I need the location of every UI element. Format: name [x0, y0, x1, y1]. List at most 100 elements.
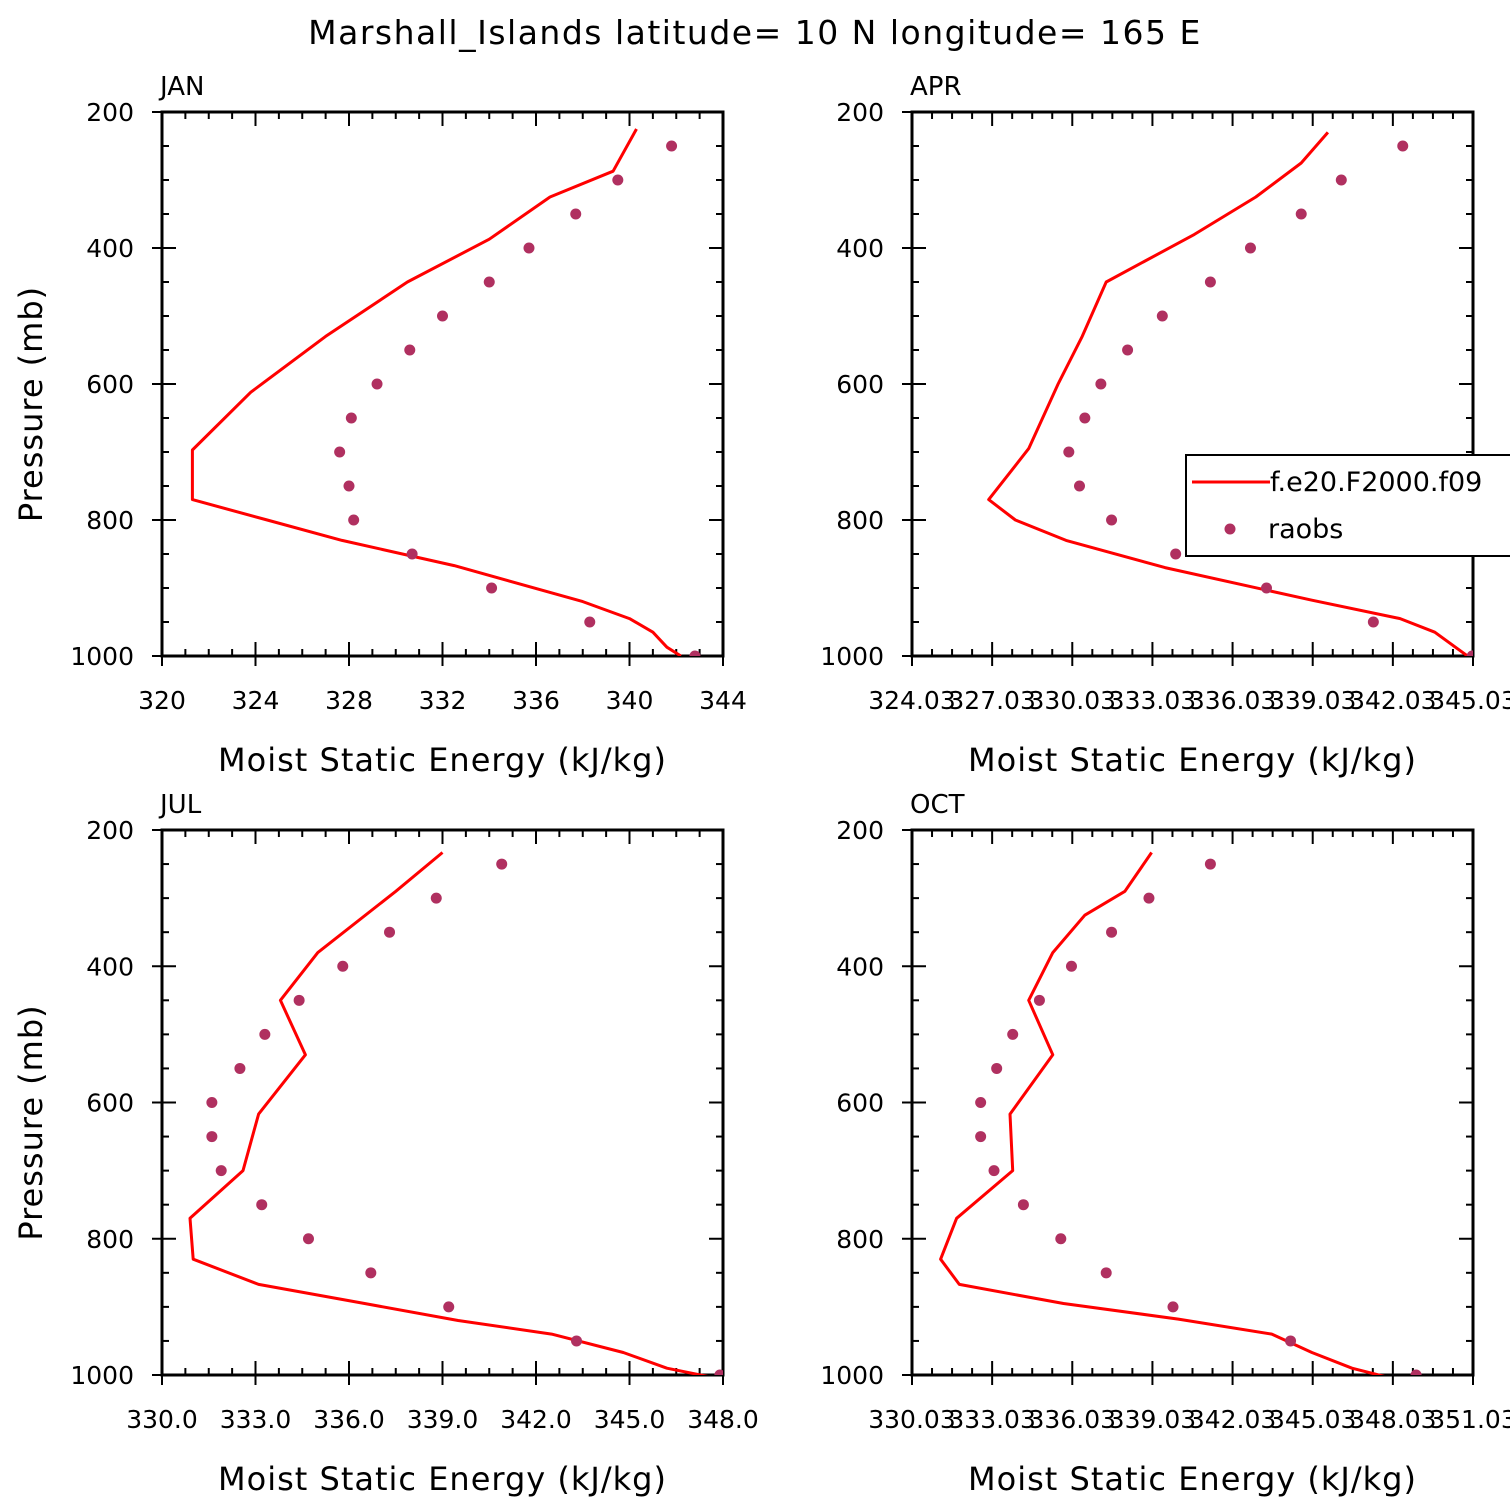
legend-box	[1185, 454, 1510, 557]
raobs-point	[1065, 960, 1077, 972]
raobs-point	[1073, 480, 1085, 492]
raobs-point	[1410, 1369, 1422, 1375]
raobs-point	[259, 1028, 271, 1040]
raobs-point	[1335, 174, 1347, 186]
legend-model-label: f.e20.F2000.f09	[1270, 467, 1482, 498]
raobs-point	[1079, 412, 1091, 424]
raobs-point	[1095, 378, 1107, 390]
raobs-point	[1285, 1335, 1297, 1347]
x-tick-label: 340	[606, 686, 654, 715]
raobs-point	[1167, 1301, 1179, 1313]
raobs-point	[430, 892, 442, 904]
x-tick-label: 324.03	[868, 686, 955, 715]
raobs-point	[523, 242, 535, 254]
raobs-point	[1017, 1199, 1029, 1211]
y-tick-label: 600	[86, 370, 134, 399]
raobs-point	[404, 344, 416, 356]
x-axis-label: Moist Static Energy (kJ/kg)	[218, 741, 667, 779]
y-tick-label: 200	[836, 98, 884, 127]
raobs-point	[584, 616, 596, 628]
x-axis-label: Moist Static Energy (kJ/kg)	[968, 1460, 1417, 1498]
y-tick-label: 1000	[820, 642, 884, 671]
raobs-point	[486, 582, 498, 594]
figure-title: Marshall_Islands latitude= 10 N longitud…	[308, 13, 1202, 52]
y-axis-label: Pressure (mb)	[12, 1004, 50, 1240]
raobs-point	[365, 1267, 377, 1279]
raobs-point	[991, 1062, 1003, 1074]
x-tick-label: 328	[325, 686, 373, 715]
raobs-point	[215, 1165, 227, 1177]
legend: f.e20.F2000.f09 raobs	[1185, 454, 1510, 557]
raobs-point	[1260, 582, 1272, 594]
y-tick-label: 400	[836, 952, 884, 981]
raobs-point	[1106, 926, 1118, 938]
x-tick-label: 332	[419, 686, 467, 715]
raobs-point	[345, 412, 357, 424]
raobs-point	[1100, 1267, 1112, 1279]
raobs-point	[343, 480, 355, 492]
raobs-point	[1367, 616, 1379, 628]
raobs-point	[334, 446, 346, 458]
raobs-point	[1033, 994, 1045, 1006]
raobs-point	[1106, 514, 1118, 526]
x-tick-label: 348.03	[1349, 1405, 1436, 1434]
raobs-point	[612, 174, 624, 186]
y-tick-label: 400	[836, 234, 884, 263]
y-tick-label: 800	[86, 506, 134, 535]
x-tick-label: 342.0	[500, 1405, 572, 1434]
raobs-point	[206, 1131, 218, 1143]
y-tick-label: 800	[86, 1225, 134, 1254]
raobs-point	[234, 1062, 246, 1074]
x-tick-label: 336.03	[1189, 686, 1276, 715]
raobs-point	[256, 1199, 268, 1211]
x-tick-label: 320	[138, 686, 186, 715]
raobs-point	[1170, 548, 1182, 560]
raobs-point	[1244, 242, 1256, 254]
model-line	[190, 128, 682, 656]
y-tick-label: 1000	[70, 1361, 134, 1390]
x-axis-label: Moist Static Energy (kJ/kg)	[218, 1460, 667, 1498]
y-tick-label: 800	[836, 1225, 884, 1254]
y-axis-label: Pressure (mb)	[12, 286, 50, 522]
y-tick-label: 600	[86, 1089, 134, 1118]
raobs-point	[1143, 892, 1155, 904]
y-tick-label: 400	[86, 234, 134, 263]
panel-apr: APR 200 400 600 800 1000 324.03327.03330.03333…	[820, 72, 1510, 779]
x-tick-label: 327.03	[948, 686, 1035, 715]
x-tick-label: 339.03	[1109, 1405, 1196, 1434]
x-tick-label: 345.03	[1269, 1405, 1356, 1434]
raobs-point	[443, 1301, 455, 1313]
x-tick-label: 333.03	[1109, 686, 1196, 715]
raobs-point	[1063, 446, 1075, 458]
y-tick-label: 400	[86, 952, 134, 981]
model-line	[987, 131, 1471, 656]
raobs-point	[1397, 140, 1409, 152]
panel-label: OCT	[910, 790, 965, 820]
y-tick-label: 200	[836, 816, 884, 845]
raobs-point	[406, 548, 418, 560]
raobs-point	[348, 514, 360, 526]
y-tick-label: 200	[86, 816, 134, 845]
x-tick-label: 344	[699, 686, 747, 715]
y-tick-label: 800	[836, 506, 884, 535]
raobs-point	[371, 378, 383, 390]
raobs-point	[1055, 1233, 1067, 1245]
x-tick-label: 336.03	[1029, 1405, 1116, 1434]
y-tick-label: 1000	[820, 1361, 884, 1390]
x-tick-label: 336.0	[313, 1405, 385, 1434]
raobs-point	[975, 1131, 987, 1143]
x-axis-label: Moist Static Energy (kJ/kg)	[968, 741, 1417, 779]
raobs-point	[975, 1097, 987, 1108]
x-tick-label: 333.0	[220, 1405, 292, 1434]
x-tick-label: 330.0	[126, 1405, 198, 1434]
raobs-point	[570, 208, 582, 220]
x-tick-label: 342.03	[1189, 1405, 1276, 1434]
x-tick-label: 336	[512, 686, 560, 715]
raobs-point	[1204, 276, 1216, 288]
panel-oct: OCT 200 400 600 800 1000 330.03333.03336.03339…	[820, 790, 1510, 1498]
panel-label: APR	[910, 72, 962, 102]
panel-label: JAN	[158, 72, 204, 102]
